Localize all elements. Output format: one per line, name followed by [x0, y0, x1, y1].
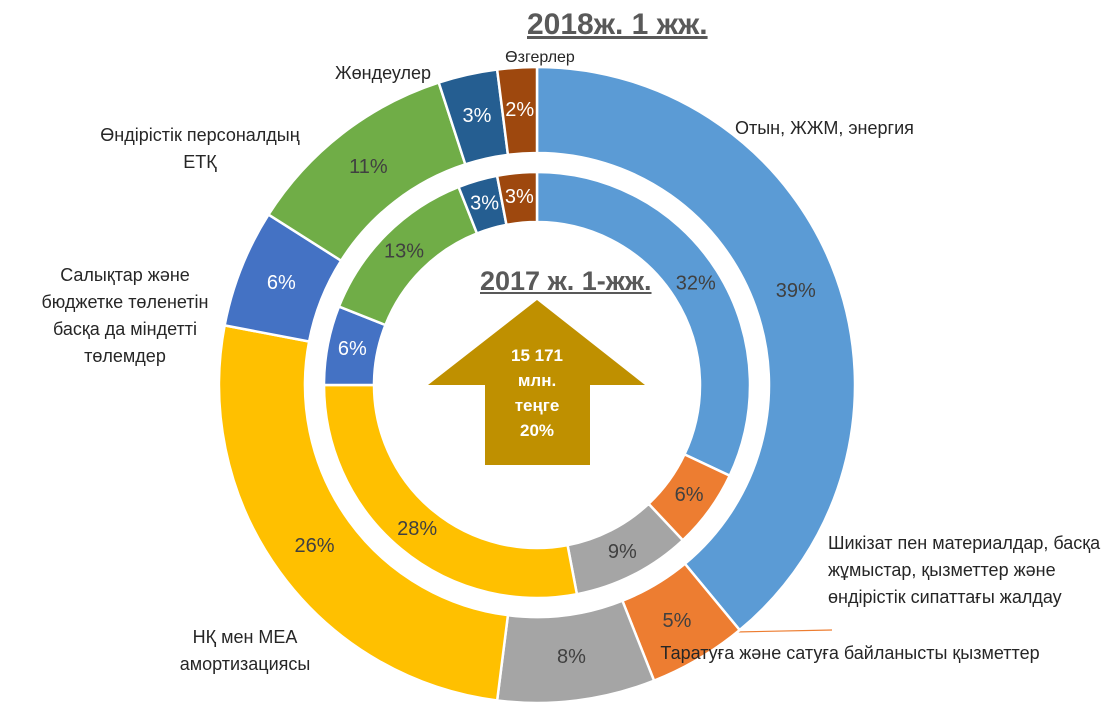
data-label: 9%	[608, 541, 637, 563]
data-label: 6%	[675, 484, 704, 506]
data-label: 5%	[663, 610, 692, 632]
category-label: НҚ мен МЕА амортизациясы	[179, 627, 311, 674]
data-label: 3%	[505, 186, 534, 208]
data-label: 3%	[463, 105, 492, 127]
category-label: Шикізат пен материалдар, басқа жұмыстар,…	[828, 533, 1101, 607]
donut-segment	[217, 323, 510, 702]
data-label: 32%	[676, 273, 716, 295]
annotation: 15 171 млн. теңге 20%	[511, 346, 563, 440]
category-label: Жөндеулер	[335, 63, 432, 83]
donut-segment	[495, 170, 539, 227]
growth-arrow	[428, 300, 645, 465]
category-label: Салықтар және бюджетке төленетін басқа д…	[41, 265, 209, 366]
donut-segment	[535, 65, 857, 632]
data-label: 11%	[349, 156, 388, 178]
data-label: 3%	[470, 193, 499, 215]
data-label: 39%	[776, 280, 816, 302]
data-label: 28%	[397, 518, 437, 540]
data-label: 13%	[384, 240, 424, 262]
category-label: Отын, ЖЖМ, энергия	[735, 118, 914, 138]
outer-ring-title: 2018ж. 1 жж.	[527, 8, 708, 41]
data-label: 2%	[505, 99, 534, 121]
donut-segment	[535, 170, 752, 478]
leader-line	[734, 629, 833, 633]
donut-segment	[495, 65, 539, 157]
category-label: Өндірістік персоналдың ЕТҚ	[100, 125, 300, 172]
data-label: 6%	[267, 272, 296, 294]
data-label: 6%	[338, 338, 367, 360]
data-label: 26%	[295, 535, 335, 557]
inner-ring-title: 2017 ж. 1-жж.	[480, 266, 652, 296]
data-label: 8%	[557, 646, 586, 668]
category-label: Таратуға және сатуға байланысты қызметте…	[660, 643, 1040, 663]
category-label: Өзгерлер	[505, 49, 575, 66]
